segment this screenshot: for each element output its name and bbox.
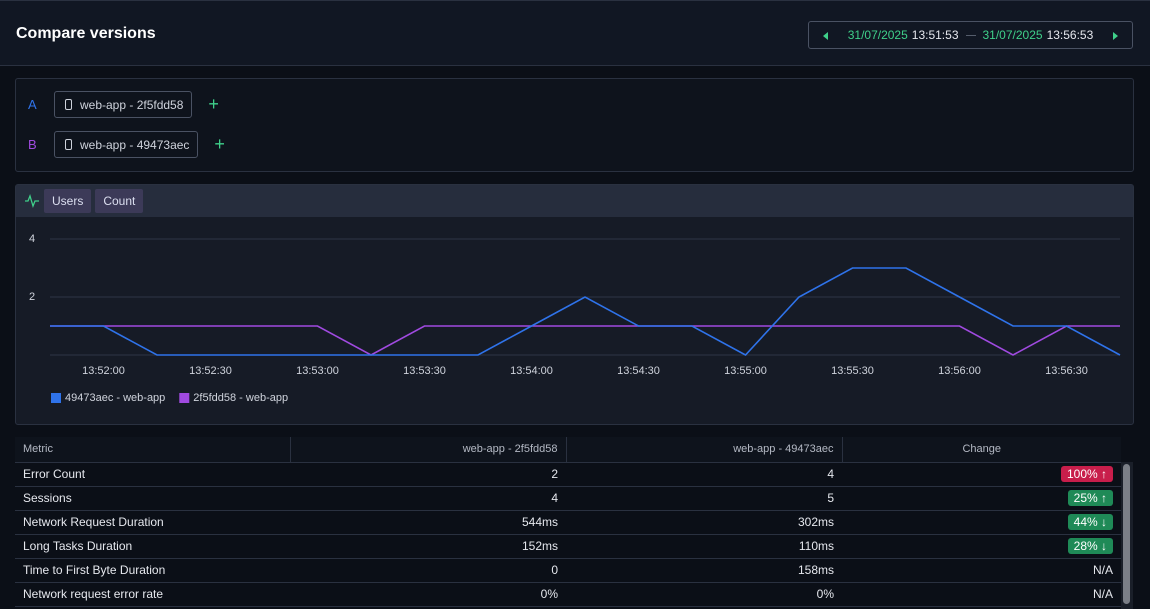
tab[interactable]: Users [44, 189, 92, 213]
series-line [50, 325, 1120, 356]
metrics-table: Metric web-app - 2f5fdd58 web-app - 49473a… [15, 437, 1121, 607]
series-line [50, 267, 1121, 356]
legend-swatch [179, 393, 190, 403]
legend-label: 49473aec - web-app [65, 392, 165, 404]
cell: 152ms [290, 534, 566, 559]
start-time: 13:51:53 [911, 28, 959, 42]
table-row: Long Tasks Duration 152ms 110ms 28% ↓ [15, 534, 1121, 559]
version-chip[interactable]: web-app - 49473aec [54, 131, 199, 158]
cell: Long Tasks Duration [15, 534, 290, 559]
cell: 5 [566, 486, 842, 511]
separator [965, 34, 976, 36]
change-cell: 28% ↓ [842, 534, 1121, 559]
x-tick-label: 13:53:00 [296, 365, 339, 377]
end-date: 31/07/2025 [982, 28, 1043, 42]
column-header: web-app - 2f5fdd58 [290, 437, 567, 463]
version-label: web-app - 49473aec [80, 137, 190, 152]
cell: 2 [290, 462, 566, 487]
change-cell: N/A [842, 558, 1121, 583]
legend-label: 2f5fdd58 - web-app [193, 392, 288, 404]
cell: Error Count [15, 462, 290, 487]
change-badge: N/A [1092, 587, 1113, 601]
cell: Network request error rate [15, 582, 290, 607]
change-badge: N/A [1092, 563, 1113, 577]
cell: Time to First Byte Duration [15, 558, 290, 583]
scrollbar[interactable] [1121, 462, 1133, 609]
prev[interactable] [823, 32, 828, 40]
change-badge: 44% ↓ [1067, 514, 1113, 530]
date-range[interactable]: 31/07/2025 13:51:53 31/07/2025 13:56:53 [808, 21, 1133, 49]
cell: 4 [290, 486, 566, 511]
cell: 544ms [290, 510, 566, 535]
x-tick-label: 13:53:30 [403, 365, 446, 377]
x-tick-label: 13:55:30 [831, 365, 874, 377]
toolbar: Users Count [16, 185, 1133, 217]
table-row: Sessions 4 5 25% ↑ [15, 486, 1121, 511]
cell: 4 [566, 462, 842, 487]
legend-swatch [51, 393, 61, 403]
version-chip[interactable]: web-app - 2f5fdd58 [54, 91, 193, 118]
cell: Sessions [15, 486, 290, 511]
header: Compare versions 31/07/2025 13:51:53 31/… [0, 0, 1150, 66]
table-row: Network request error rate 0% 0% N/A [15, 582, 1121, 607]
chart-icon [25, 194, 39, 208]
cell: 110ms [566, 534, 842, 559]
cell: 0% [566, 582, 842, 607]
phone-icon [65, 139, 72, 150]
column-header: Change [842, 437, 1121, 463]
version-label: web-app - 2f5fdd58 [80, 97, 184, 112]
x-tick-label: 13:54:00 [510, 365, 553, 377]
change-cell: 25% ↑ [842, 486, 1121, 511]
table-row: Time to First Byte Duration 0 158ms N/A [15, 558, 1121, 583]
cell: 302ms [566, 510, 842, 535]
version-letter: B [28, 137, 37, 152]
column-header: Metric [15, 437, 291, 463]
tab[interactable]: Count [95, 189, 144, 213]
change-badge: 100% ↑ [1060, 466, 1113, 482]
end-time: 13:56:53 [1046, 28, 1094, 42]
change-cell: 100% ↑ [842, 462, 1121, 487]
y-tick-label: 4 [29, 233, 35, 245]
start-date: 31/07/2025 [847, 28, 908, 42]
x-tick-label: 13:56:30 [1045, 365, 1088, 377]
table-row: Error Count 2 4 100% ↑ [15, 462, 1121, 487]
x-tick-label: 13:55:00 [724, 365, 767, 377]
add-button[interactable]: + [214, 134, 225, 154]
chart-panel: Users Count [15, 184, 1134, 425]
cell: Network Request Duration [15, 510, 290, 535]
x-tick-label: 13:54:30 [617, 365, 660, 377]
title: Compare versions [16, 25, 156, 42]
scroll-thumb[interactable] [1123, 464, 1130, 604]
table-row: Network Request Duration 544ms 302ms 44% ↓ [15, 510, 1121, 535]
change-badge: 25% ↑ [1067, 490, 1113, 506]
y-tick-label: 2 [29, 291, 35, 303]
column-header: web-app - 49473aec [566, 437, 843, 463]
change-cell: N/A [842, 582, 1121, 607]
x-tick-label: 13:52:30 [189, 365, 232, 377]
x-tick-label: 13:56:00 [938, 365, 981, 377]
phone-icon [65, 99, 72, 110]
add-button[interactable]: + [208, 94, 219, 114]
version-letter: A [28, 97, 37, 112]
change-badge: 28% ↓ [1067, 538, 1113, 554]
x-tick-label: 13:52:00 [82, 365, 125, 377]
chart: 2 4 13:52:00 13:52:30 13:53:00 13:53:30 13:54:… [29, 233, 1121, 404]
cell: 158ms [566, 558, 842, 583]
cell: 0 [290, 558, 566, 583]
change-cell: 44% ↓ [842, 510, 1121, 535]
header-row: Metric web-app - 2f5fdd58 web-app - 49473a… [15, 437, 1121, 463]
cell: 0% [290, 582, 566, 607]
next[interactable] [1113, 32, 1118, 40]
